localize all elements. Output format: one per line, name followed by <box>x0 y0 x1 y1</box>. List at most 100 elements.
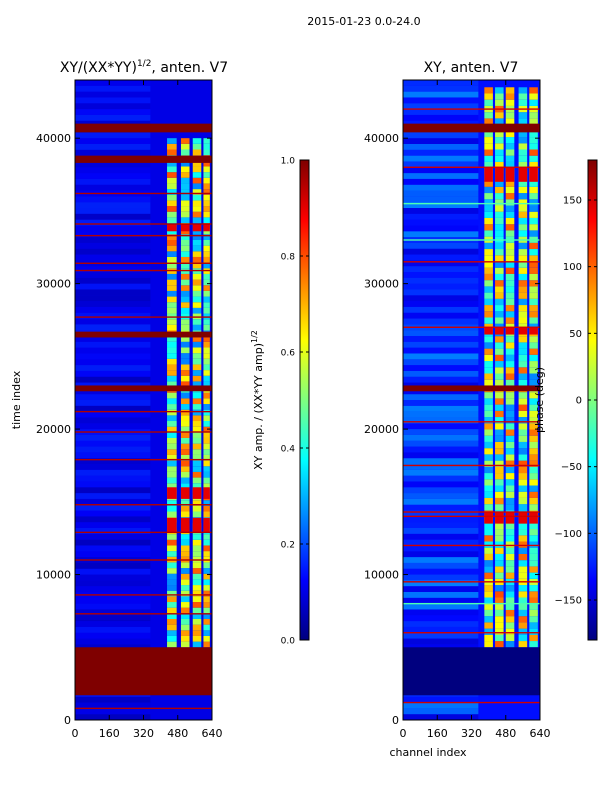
heatmap-cell <box>495 529 504 536</box>
heatmap-cell <box>180 454 190 461</box>
heatmap-cell <box>75 202 151 208</box>
colorbar-tick-label: 50 <box>569 329 582 340</box>
heatmap-cell <box>180 138 190 144</box>
heatmap-cell <box>192 166 202 173</box>
heatmap-cell <box>180 477 190 484</box>
heatmap-cell <box>192 398 202 405</box>
heatmap-cell <box>529 410 538 418</box>
colorbar-tick-label: −150 <box>555 596 582 607</box>
heatmap-cell <box>518 93 528 100</box>
heatmap-cell <box>167 437 177 444</box>
heatmap-cell <box>403 260 479 267</box>
heatmap-cell <box>403 504 479 511</box>
heatmap-cell <box>167 228 177 235</box>
heatmap-cell <box>518 118 528 125</box>
heatmap-cell <box>167 460 177 467</box>
heatmap-cell <box>180 336 190 342</box>
heatmap-cell <box>495 155 504 162</box>
heatmap-cell <box>505 454 515 461</box>
heatmap-cell <box>505 641 515 648</box>
heatmap-cell <box>484 361 493 368</box>
heatmap-cell <box>529 199 538 206</box>
heatmap-stripe <box>403 421 540 423</box>
heatmap-cell <box>518 529 528 536</box>
heatmap-cell <box>505 622 515 629</box>
heatmap-cell <box>403 225 479 232</box>
heatmap-cell <box>505 423 515 430</box>
y-tick-label: 20000 <box>364 423 399 436</box>
heatmap-cell <box>75 609 151 616</box>
heatmap-cell <box>529 417 538 424</box>
heatmap-cell <box>505 479 515 486</box>
heatmap-cell <box>180 341 190 348</box>
heatmap-cell <box>203 415 210 422</box>
heatmap-cell <box>192 392 202 399</box>
heatmap-cell <box>192 217 202 224</box>
heatmap-cell <box>484 205 493 212</box>
heatmap-cell <box>75 400 151 406</box>
heatmap-cell <box>167 404 177 410</box>
heatmap-cell <box>75 411 151 418</box>
heatmap-cell <box>518 522 528 530</box>
heatmap-cell <box>203 166 210 173</box>
heatmap-cell <box>529 155 538 162</box>
heatmap-cell <box>180 206 190 212</box>
heatmap-cell <box>75 242 151 249</box>
heatmap-cell <box>75 324 151 331</box>
heatmap-cell <box>484 473 493 480</box>
heatmap-cell <box>484 547 493 554</box>
heatmap-cell <box>505 634 515 642</box>
heatmap-cell <box>484 87 493 94</box>
heatmap-cell <box>180 302 190 308</box>
heatmap-cell <box>75 714 151 720</box>
heatmap-cell <box>75 347 151 354</box>
heatmap-cell <box>505 597 515 604</box>
heatmap-stripe <box>75 531 212 534</box>
heatmap-cell <box>495 267 504 274</box>
heatmap-cell <box>167 217 177 224</box>
heatmap-cell <box>403 80 479 86</box>
heatmap-cell <box>192 347 202 354</box>
heatmap-cell <box>403 621 479 627</box>
heatmap-cell <box>180 358 190 365</box>
heatmap-stripe <box>403 166 540 168</box>
heatmap-cell <box>518 280 528 287</box>
heatmap-cell <box>495 404 504 411</box>
heatmap-cell <box>505 504 515 511</box>
heatmap-cell <box>518 634 528 642</box>
heatmap-cell <box>529 373 538 380</box>
heatmap-cell <box>505 193 515 200</box>
heatmap-cell <box>403 440 479 447</box>
heatmap-cell <box>192 404 202 410</box>
heatmap-cell <box>192 409 202 416</box>
heatmap-hot-block <box>529 167 538 182</box>
heatmap-cell <box>192 630 202 636</box>
heatmap-cell <box>75 376 151 383</box>
heatmap-cell <box>529 143 538 150</box>
heatmap-cell <box>505 535 515 542</box>
heatmap-cell <box>518 99 528 106</box>
heatmap-cell <box>180 613 190 619</box>
heatmap-cell <box>529 529 538 536</box>
heatmap-cell <box>180 607 190 614</box>
heatmap-cell <box>505 379 515 386</box>
heatmap-cell <box>192 471 202 478</box>
colorbar-tick-label: 0 <box>576 396 582 407</box>
heatmap-stripe <box>403 544 540 547</box>
panel-1-title: XY/(XX*YY)1/2, anten. V7 <box>60 59 228 76</box>
heatmap-cell <box>203 324 210 331</box>
heatmap-cell <box>180 149 190 156</box>
heatmap-cell <box>403 714 479 720</box>
heatmap-cell <box>495 398 504 405</box>
heatmap-cell <box>529 193 538 200</box>
y-tick-label: 0 <box>392 714 399 727</box>
heatmap-cell <box>203 149 210 156</box>
heatmap-cell <box>484 616 493 623</box>
heatmap-cell <box>403 138 479 144</box>
heatmap-cell <box>505 317 515 324</box>
heatmap-cell <box>180 415 190 422</box>
heatmap-cell <box>529 504 538 511</box>
heatmap-cell <box>495 273 504 281</box>
heatmap-cell <box>167 624 177 631</box>
heatmap-cell <box>167 138 177 144</box>
